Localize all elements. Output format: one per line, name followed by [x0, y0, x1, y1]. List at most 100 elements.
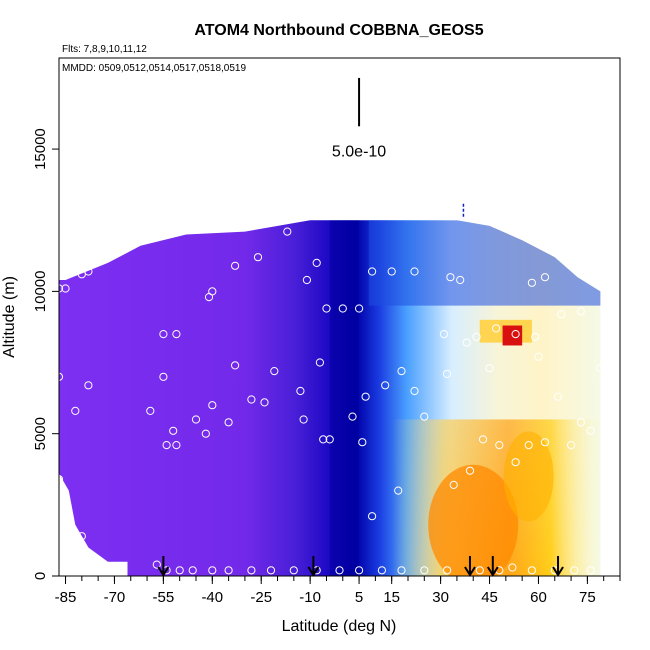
- flight-arrow-head: [464, 566, 476, 577]
- observation-point: [84, 381, 93, 390]
- observation-point: [61, 284, 70, 293]
- observation-point: [201, 429, 210, 438]
- y-tick-label: 0: [32, 572, 49, 580]
- observation-point: [439, 330, 448, 339]
- observation-point: [567, 441, 576, 450]
- observation-point: [485, 364, 494, 373]
- y-tick-label: 5000: [32, 417, 49, 450]
- plot-frame: [58, 57, 621, 577]
- observation-point: [570, 566, 579, 575]
- x-tick-label: 5: [355, 589, 363, 606]
- x-tick-label: 60: [530, 589, 547, 606]
- observation-point: [381, 381, 390, 390]
- observation-point: [169, 426, 178, 435]
- observation-point: [511, 330, 520, 339]
- observation-point: [446, 273, 455, 282]
- observation-point: [358, 438, 367, 447]
- observation-point: [394, 486, 403, 495]
- scale-bar-label: 5.0e-10: [332, 143, 386, 160]
- observation-point: [296, 386, 305, 396]
- observation-point: [224, 418, 233, 427]
- observation-point: [377, 566, 386, 575]
- observation-point: [84, 267, 93, 276]
- observation-point: [397, 566, 406, 575]
- field-hot-core-2: [503, 431, 554, 522]
- x-tick-label: -25: [250, 589, 272, 606]
- y-axis-label: Altitude (m): [1, 276, 18, 358]
- observation-point: [397, 367, 406, 376]
- observation-point: [576, 256, 586, 265]
- observation-point: [312, 258, 321, 267]
- observation-point: [596, 364, 605, 373]
- observation-point: [260, 398, 269, 407]
- observation-point: [410, 267, 419, 276]
- observation-point: [475, 566, 484, 575]
- x-tick-label: 75: [579, 589, 596, 606]
- observation-point: [599, 304, 608, 313]
- observation-point: [576, 418, 586, 427]
- observation-point: [557, 310, 566, 319]
- observation-point: [586, 566, 595, 575]
- observation-point: [283, 227, 292, 236]
- observation-point: [338, 304, 347, 313]
- flight-arrow-head: [552, 566, 564, 577]
- observation-point: [188, 566, 197, 575]
- observation-point: [322, 304, 331, 313]
- observation-point: [492, 324, 501, 333]
- observation-point: [527, 566, 537, 575]
- observation-point: [368, 512, 377, 521]
- observation-point: [266, 566, 276, 575]
- observation-point: [302, 275, 311, 285]
- observation-points: [54, 227, 608, 575]
- observation-point: [172, 441, 181, 450]
- observation-point: [231, 361, 240, 370]
- observation-point: [208, 287, 217, 296]
- observation-point: [247, 395, 256, 404]
- observation-point: [77, 270, 86, 279]
- observation-point: [540, 273, 550, 282]
- flights-label: Flts: 7,8,9,10,11,12: [62, 44, 147, 55]
- observation-point: [208, 401, 217, 410]
- curtain-field: [59, 220, 601, 576]
- observation-point: [100, 247, 109, 256]
- observation-point: [146, 406, 155, 415]
- observation-point: [387, 267, 396, 276]
- observation-point: [456, 275, 465, 285]
- observation-point: [410, 386, 419, 396]
- observation-point: [540, 438, 550, 447]
- observation-point: [511, 458, 520, 467]
- observation-point: [191, 415, 201, 424]
- observation-point: [420, 412, 429, 421]
- field-hot-core: [428, 464, 519, 576]
- observation-point: [289, 566, 298, 575]
- observation-point: [553, 392, 563, 401]
- observation-point: [162, 441, 171, 450]
- observation-point: [576, 307, 586, 316]
- observation-point: [420, 566, 429, 575]
- observation-point: [77, 532, 86, 541]
- x-axis-label: Latitude (deg N): [282, 618, 397, 635]
- y-axis: 0 5000 10000 15000: [32, 128, 59, 580]
- observation-point: [231, 261, 240, 270]
- observation-point: [94, 250, 103, 259]
- observation-point: [472, 332, 481, 341]
- observation-point: [531, 332, 540, 341]
- observation-point: [449, 480, 458, 489]
- observation-point: [152, 560, 161, 569]
- observation-point: [534, 352, 543, 361]
- x-tick-label: -40: [201, 589, 223, 606]
- x-tick-label: -85: [55, 589, 77, 606]
- observation-point: [159, 330, 168, 339]
- observation-point: [524, 441, 533, 450]
- observation-point: [110, 244, 119, 253]
- observation-point: [172, 330, 181, 339]
- x-tick-label: -55: [153, 589, 175, 606]
- observation-point: [71, 406, 80, 415]
- x-tick-label: -10: [299, 589, 321, 606]
- observation-point: [208, 566, 217, 575]
- x-tick-label: 30: [432, 589, 449, 606]
- observation-point: [355, 304, 364, 313]
- observation-point: [315, 358, 324, 367]
- y-tick-label: 15000: [32, 128, 49, 170]
- flight-arrow-head: [307, 566, 320, 577]
